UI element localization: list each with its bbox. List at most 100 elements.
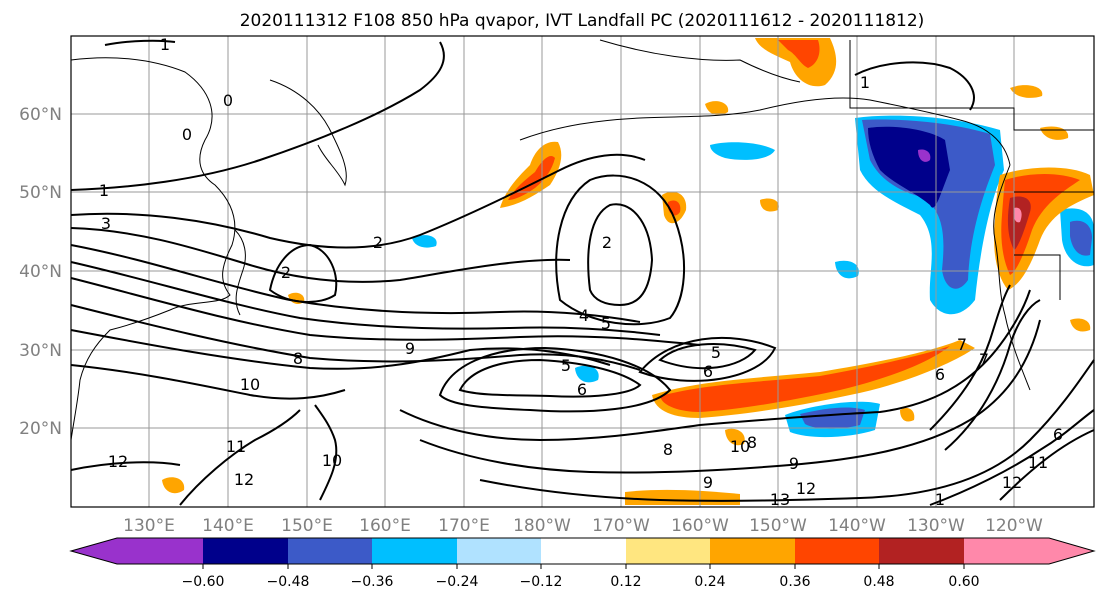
contour-label: 11: [226, 437, 246, 456]
contour-label: 12: [108, 452, 128, 471]
contour-label: 1: [935, 490, 945, 509]
contour-label: 3: [101, 214, 111, 233]
contour-subtropical-1: [399, 289, 1031, 442]
contour-label: 2: [602, 233, 612, 252]
negative-region-low: [710, 142, 775, 160]
longitude-labels: 130°E 140°E 150°E 160°E 170°E 180°W 170°…: [123, 516, 1043, 536]
contour-label: 7: [957, 335, 967, 354]
colorbar-segment: [626, 538, 710, 564]
contour-12: [70, 461, 181, 471]
contour-label: 10: [730, 437, 750, 456]
lon-label: 140°W: [828, 516, 886, 536]
contour-11: [179, 409, 301, 506]
map-panel: 1 1 0 0 1 3 2 2 2 4 5 5 6 8 9 10 6 5 6 1…: [70, 35, 1095, 509]
contour-east-12: [999, 429, 1095, 501]
contour-label: 5: [601, 314, 611, 333]
contour-label: 6: [577, 380, 587, 399]
contour-label: 12: [796, 479, 816, 498]
qvapor-contours: [70, 39, 1095, 506]
contour-label: 2: [373, 233, 383, 252]
coastline-alaska: [519, 97, 1011, 166]
contour-loop-2-left: [268, 243, 338, 303]
colorbar-tick-label: 0.36: [779, 574, 810, 590]
colorbar: −0.60 −0.48 −0.36 −0.24 −0.12 0.12 0.24 …: [69, 537, 1096, 590]
negative-region-gulf-min: [918, 149, 931, 162]
contour-label: 9: [703, 473, 713, 492]
positive-region-ar-core: [660, 346, 950, 412]
positive-region-patch-4: [900, 408, 915, 422]
contour-loop-2-right: [587, 203, 654, 307]
contour-9: [70, 329, 611, 370]
colorbar-extend-high: [1049, 538, 1094, 564]
negative-region-gulf-deep: [868, 126, 950, 208]
negative-region-east-coast-core: [1070, 220, 1092, 256]
colorbar-tick-label: −0.60: [182, 574, 225, 590]
positive-region-patch-1: [705, 101, 729, 116]
contour-label: 2: [281, 263, 291, 282]
contour-label: 9: [789, 454, 799, 473]
positive-region-arctic-core: [778, 40, 820, 68]
colorbar-tick-label: −0.24: [436, 574, 479, 590]
latitude-labels: 60°N 50°N 40°N 30°N 20°N: [19, 105, 62, 439]
contour-3: [70, 227, 571, 283]
contour-label: 13: [770, 490, 790, 509]
negative-region-central: [835, 260, 859, 279]
negative-region-nw-pacific: [412, 235, 437, 248]
contour-label: 1: [160, 35, 170, 54]
lon-label: 140°E: [202, 516, 254, 536]
contour-label: 0: [182, 125, 192, 144]
colorbar-segment: [288, 538, 372, 564]
contour-label: 1: [99, 181, 109, 200]
contour-loop-5: [458, 358, 642, 398]
lon-label: 180°W: [513, 516, 571, 536]
colorbar-segment: [795, 538, 879, 564]
colorbar-outline: [69, 537, 1096, 565]
positive-region-pacific-nw-peak: [1013, 207, 1022, 223]
coastline-japan: [234, 229, 246, 316]
contour-label: 12: [1002, 473, 1022, 492]
colorbar-segment: [541, 538, 626, 564]
coastline-kamchatka: [269, 79, 347, 187]
contour-label: 6: [935, 365, 945, 384]
colorbar-tick-label: 0.48: [863, 574, 894, 590]
lon-label: 170°E: [438, 516, 490, 536]
contour-label: 4: [579, 306, 589, 325]
colorbar-tick-label: 0.12: [610, 574, 641, 590]
contour-subtropical-2: [419, 319, 1041, 474]
contour-label: 6: [1053, 425, 1063, 444]
lat-label: 40°N: [19, 262, 62, 282]
contour-loop-3-right: [555, 174, 685, 326]
colorbar-segment: [372, 538, 457, 564]
contour-5: [70, 261, 661, 336]
contour-loop-5-east: [658, 343, 757, 370]
coastline-asia: [70, 57, 236, 441]
lat-label: 30°N: [19, 341, 62, 361]
lon-label: 130°W: [907, 516, 965, 536]
contour-label: 9: [405, 339, 415, 358]
lon-label: 130°E: [123, 516, 175, 536]
contour-1-arc: [104, 39, 176, 46]
coastlines: [70, 39, 1094, 441]
coastline-north-america: [993, 164, 1031, 391]
lon-label: 160°E: [359, 516, 411, 536]
contour-2-north: [70, 153, 646, 249]
contour-subtropical-3: [479, 359, 1095, 502]
positive-region-patch-5: [725, 428, 745, 446]
figure-title: 2020111312 F108 850 hPa qvapor, IVT Land…: [240, 11, 925, 31]
contour-label: 5: [711, 343, 721, 362]
contour-label: 1: [860, 73, 870, 92]
contour-1-north: [70, 41, 445, 191]
contour-label: 10: [322, 451, 342, 470]
lat-label: 50°N: [19, 183, 62, 203]
contour-label: 7: [979, 350, 989, 369]
colorbar-segment: [117, 538, 203, 564]
contour-east-6: [944, 299, 1041, 451]
canada-border: [849, 40, 1094, 131]
colorbar-segment: [203, 538, 288, 564]
lat-label: 20°N: [19, 419, 62, 439]
lat-label: 60°N: [19, 105, 62, 125]
positive-region-patch-7: [760, 198, 779, 212]
contour-10: [70, 364, 346, 400]
lon-label: 160°W: [671, 516, 729, 536]
contour-loop-6: [438, 346, 672, 413]
